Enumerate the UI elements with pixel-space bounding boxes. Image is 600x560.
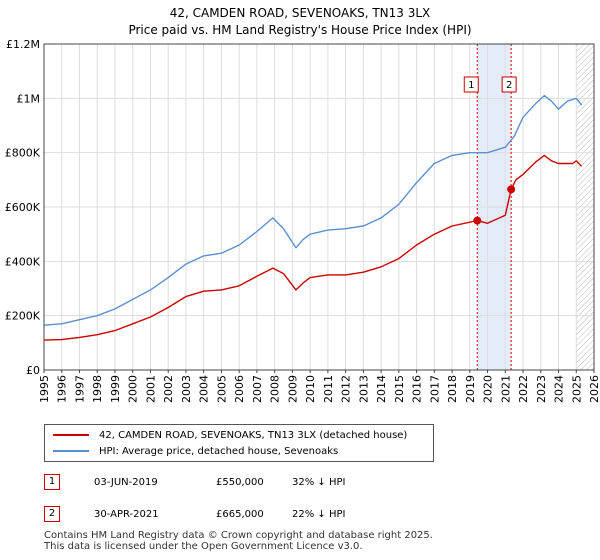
x-tick-label: 1995 — [38, 375, 51, 403]
x-tick-label: 2011 — [322, 375, 335, 403]
legend-swatch-hpi — [53, 450, 89, 452]
x-tick-label: 2024 — [553, 375, 566, 403]
x-tick-label: 2026 — [588, 375, 600, 403]
series-line-hpi — [43, 94, 583, 326]
x-tick-label: 2005 — [215, 375, 228, 403]
chart-subtitle: Price paid vs. HM Land Registry's House … — [128, 23, 472, 37]
legend-item-property: 42, CAMDEN ROAD, SEVENOAKS, TN13 3LX (de… — [53, 427, 407, 443]
footer-license: This data is licensed under the Open Gov… — [44, 541, 363, 552]
sale-point — [473, 216, 482, 225]
y-tick-label: £800K — [5, 147, 41, 160]
x-tick-label: 2022 — [517, 375, 530, 403]
x-tick-label: 2008 — [269, 375, 282, 403]
legend-label-hpi: HPI: Average price, detached house, Seve… — [99, 445, 339, 457]
x-tick-label: 2009 — [286, 375, 299, 403]
legend-label-property: 42, CAMDEN ROAD, SEVENOAKS, TN13 3LX (de… — [99, 429, 408, 441]
x-tick-label: 2020 — [482, 375, 495, 403]
y-tick-label: £0 — [26, 364, 40, 377]
x-tick-label: 2001 — [144, 375, 157, 403]
y-tick-label: £1M — [17, 92, 41, 105]
sale-point — [507, 185, 516, 194]
transaction-hpi: 32% ↓ HPI — [292, 476, 346, 488]
x-tick-label: 2014 — [375, 375, 388, 403]
x-tick-label: 1997 — [73, 375, 86, 403]
transaction-price: £550,000 — [216, 476, 264, 488]
transaction-date: 30-APR-2021 — [94, 508, 159, 520]
x-tick-label: 2004 — [198, 375, 211, 403]
x-tick-label: 2019 — [464, 375, 477, 403]
transaction-number: 2 — [44, 506, 60, 522]
x-tick-label: 2002 — [162, 375, 175, 403]
marker-label: 2 — [506, 80, 512, 91]
x-tick-label: 2007 — [251, 375, 264, 403]
x-tick-label: 2015 — [393, 375, 406, 403]
marker-box — [463, 76, 479, 93]
x-tick-label: 2003 — [180, 375, 193, 403]
transaction-row: 2 30-APR-2021 £665,000 22% ↓ HPI — [44, 505, 345, 523]
series-line-property — [43, 154, 583, 341]
price-chart: 1 2 £0 £200K £400K £600K £800K £1M £1.2M 1995 1996… — [5, 38, 600, 403]
marker-label: 1 — [468, 80, 474, 91]
footer-copyright: Contains HM Land Registry data © Crown c… — [44, 530, 433, 541]
transaction-row: 1 03-JUN-2019 £550,000 32% ↓ HPI — [44, 473, 345, 491]
legend-swatch-property — [53, 434, 89, 436]
x-tick-label: 2006 — [233, 375, 246, 403]
x-tick-label: 2010 — [304, 375, 317, 403]
chart-title: 42, CAMDEN ROAD, SEVENOAKS, TN13 3LX — [169, 6, 431, 20]
x-tick-label: 2023 — [535, 375, 548, 403]
legend: 42, CAMDEN ROAD, SEVENOAKS, TN13 3LX (de… — [44, 424, 434, 462]
transaction-date: 03-JUN-2019 — [94, 476, 158, 488]
marker-box — [501, 76, 517, 93]
y-tick-label: £400K — [5, 255, 41, 268]
y-tick-label: £200K — [5, 310, 41, 323]
x-tick-label: 1996 — [56, 375, 69, 403]
x-tick-label: 2013 — [357, 375, 370, 403]
x-tick-label: 2025 — [570, 375, 583, 403]
legend-item-hpi: HPI: Average price, detached house, Seve… — [53, 443, 338, 459]
y-tick-label: £600K — [5, 201, 41, 214]
x-tick-label: 2012 — [340, 375, 353, 403]
footer: Contains HM Land Registry data © Crown c… — [44, 530, 433, 552]
transaction-number: 1 — [44, 474, 60, 490]
transaction-price: £665,000 — [216, 508, 264, 520]
transaction-hpi: 22% ↓ HPI — [292, 508, 346, 520]
y-tick-label: £1.2M — [6, 38, 40, 51]
x-tick-label: 2017 — [428, 375, 441, 403]
x-tick-label: 2021 — [499, 375, 512, 403]
x-tick-label: 2018 — [446, 375, 459, 403]
x-tick-label: 2000 — [127, 375, 140, 403]
x-tick-label: 1999 — [109, 375, 122, 403]
x-tick-label: 2016 — [411, 375, 424, 403]
plot-frame — [43, 43, 595, 371]
x-tick-label: 1998 — [91, 375, 104, 403]
